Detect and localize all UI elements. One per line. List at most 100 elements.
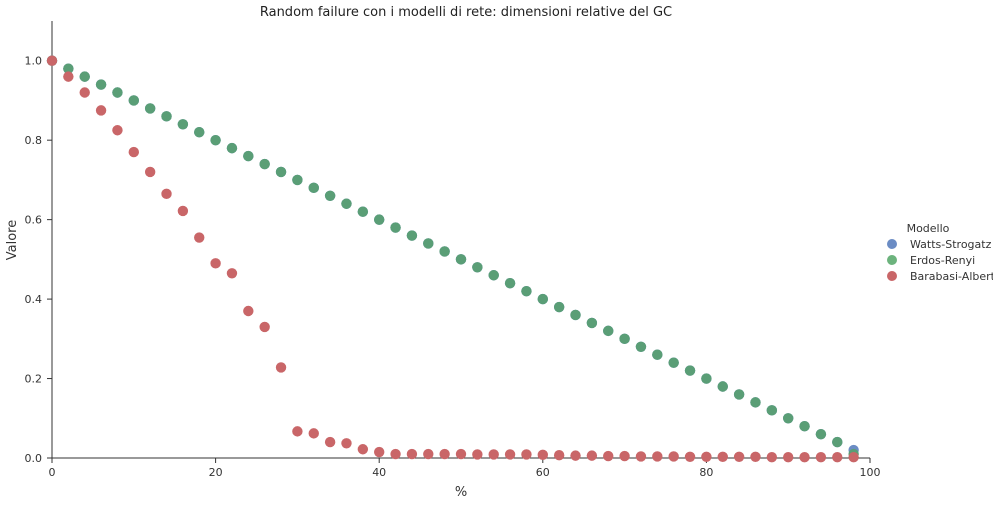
point-barabasi-albert[interactable] xyxy=(766,452,778,463)
point-erdos-renyi[interactable] xyxy=(684,365,696,376)
point-erdos-renyi[interactable] xyxy=(766,405,778,416)
point-barabasi-albert[interactable] xyxy=(570,450,581,461)
point-barabasi-albert[interactable] xyxy=(635,451,647,462)
point-barabasi-albert[interactable] xyxy=(194,232,205,243)
point-barabasi-albert[interactable] xyxy=(586,450,598,461)
point-erdos-renyi[interactable] xyxy=(783,413,794,424)
point-erdos-renyi[interactable] xyxy=(79,71,90,82)
point-barabasi-albert[interactable] xyxy=(504,449,516,460)
point-barabasi-albert[interactable] xyxy=(95,105,107,116)
point-erdos-renyi[interactable] xyxy=(112,87,123,98)
point-erdos-renyi[interactable] xyxy=(95,79,107,90)
point-barabasi-albert[interactable] xyxy=(275,362,287,373)
point-erdos-renyi[interactable] xyxy=(570,309,581,321)
point-erdos-renyi[interactable] xyxy=(603,325,614,337)
point-barabasi-albert[interactable] xyxy=(472,449,483,460)
point-barabasi-albert[interactable] xyxy=(537,449,548,461)
point-barabasi-albert[interactable] xyxy=(341,438,352,449)
point-erdos-renyi[interactable] xyxy=(652,349,663,360)
point-barabasi-albert[interactable] xyxy=(161,188,172,200)
point-erdos-renyi[interactable] xyxy=(488,270,499,281)
point-erdos-renyi[interactable] xyxy=(815,428,827,440)
point-barabasi-albert[interactable] xyxy=(259,321,270,333)
point-barabasi-albert[interactable] xyxy=(750,451,761,463)
point-erdos-renyi[interactable] xyxy=(750,397,761,408)
point-barabasi-albert[interactable] xyxy=(112,125,123,136)
point-barabasi-albert[interactable] xyxy=(783,452,794,463)
point-barabasi-albert[interactable] xyxy=(308,428,319,439)
point-barabasi-albert[interactable] xyxy=(439,448,450,460)
point-barabasi-albert[interactable] xyxy=(619,450,630,462)
point-erdos-renyi[interactable] xyxy=(194,127,205,138)
legend-item-erdos-renyi[interactable]: Erdos-Renyi xyxy=(887,254,975,267)
point-erdos-renyi[interactable] xyxy=(799,421,810,432)
point-erdos-renyi[interactable] xyxy=(390,222,401,233)
point-barabasi-albert[interactable] xyxy=(292,426,303,437)
point-barabasi-albert[interactable] xyxy=(423,448,434,460)
point-erdos-renyi[interactable] xyxy=(472,262,483,273)
point-barabasi-albert[interactable] xyxy=(390,448,401,460)
point-erdos-renyi[interactable] xyxy=(128,95,139,106)
point-barabasi-albert[interactable] xyxy=(848,452,859,463)
point-erdos-renyi[interactable] xyxy=(308,182,319,194)
point-erdos-renyi[interactable] xyxy=(717,381,728,392)
point-erdos-renyi[interactable] xyxy=(832,436,843,448)
point-barabasi-albert[interactable] xyxy=(799,452,810,463)
point-barabasi-albert[interactable] xyxy=(832,452,843,463)
point-barabasi-albert[interactable] xyxy=(521,449,532,460)
point-erdos-renyi[interactable] xyxy=(275,166,287,178)
point-erdos-renyi[interactable] xyxy=(553,301,565,313)
point-erdos-renyi[interactable] xyxy=(423,238,434,249)
point-erdos-renyi[interactable] xyxy=(357,206,369,217)
point-erdos-renyi[interactable] xyxy=(259,158,270,170)
point-barabasi-albert[interactable] xyxy=(128,146,139,158)
point-barabasi-albert[interactable] xyxy=(406,448,418,460)
point-erdos-renyi[interactable] xyxy=(586,317,598,329)
point-barabasi-albert[interactable] xyxy=(46,55,58,66)
point-barabasi-albert[interactable] xyxy=(652,451,663,462)
point-erdos-renyi[interactable] xyxy=(292,174,303,186)
point-erdos-renyi[interactable] xyxy=(63,63,74,74)
point-barabasi-albert[interactable] xyxy=(324,436,336,448)
point-erdos-renyi[interactable] xyxy=(341,198,352,209)
point-barabasi-albert[interactable] xyxy=(733,451,745,463)
point-erdos-renyi[interactable] xyxy=(733,389,745,400)
legend-item-watts-strogatz[interactable]: Watts-Strogatz xyxy=(887,238,992,251)
point-erdos-renyi[interactable] xyxy=(455,254,467,265)
point-erdos-renyi[interactable] xyxy=(243,150,254,162)
point-erdos-renyi[interactable] xyxy=(439,246,450,257)
point-erdos-renyi[interactable] xyxy=(521,285,532,297)
point-erdos-renyi[interactable] xyxy=(210,134,221,146)
point-erdos-renyi[interactable] xyxy=(504,278,516,289)
point-barabasi-albert[interactable] xyxy=(684,451,696,463)
point-barabasi-albert[interactable] xyxy=(243,305,254,317)
point-erdos-renyi[interactable] xyxy=(374,214,385,225)
point-barabasi-albert[interactable] xyxy=(815,452,827,463)
point-barabasi-albert[interactable] xyxy=(226,268,238,279)
point-erdos-renyi[interactable] xyxy=(177,119,189,130)
point-barabasi-albert[interactable] xyxy=(374,446,385,458)
point-erdos-renyi[interactable] xyxy=(324,190,336,201)
point-erdos-renyi[interactable] xyxy=(161,111,172,122)
point-erdos-renyi[interactable] xyxy=(226,142,238,154)
point-barabasi-albert[interactable] xyxy=(488,449,499,460)
legend-item-barabasi-albert[interactable]: Barabasi-Albert xyxy=(887,270,993,283)
point-erdos-renyi[interactable] xyxy=(619,333,630,345)
point-barabasi-albert[interactable] xyxy=(717,451,728,463)
point-erdos-renyi[interactable] xyxy=(668,357,679,368)
point-erdos-renyi[interactable] xyxy=(701,373,712,384)
point-barabasi-albert[interactable] xyxy=(210,258,221,269)
point-barabasi-albert[interactable] xyxy=(603,450,614,462)
point-erdos-renyi[interactable] xyxy=(635,341,647,352)
point-barabasi-albert[interactable] xyxy=(701,451,712,463)
point-barabasi-albert[interactable] xyxy=(177,205,189,217)
point-barabasi-albert[interactable] xyxy=(668,451,679,462)
point-barabasi-albert[interactable] xyxy=(144,166,156,178)
point-erdos-renyi[interactable] xyxy=(144,103,156,114)
point-erdos-renyi[interactable] xyxy=(406,230,418,241)
point-barabasi-albert[interactable] xyxy=(553,450,565,461)
point-barabasi-albert[interactable] xyxy=(79,87,90,98)
point-barabasi-albert[interactable] xyxy=(357,444,369,455)
point-erdos-renyi[interactable] xyxy=(537,293,548,305)
point-barabasi-albert[interactable] xyxy=(63,71,74,82)
